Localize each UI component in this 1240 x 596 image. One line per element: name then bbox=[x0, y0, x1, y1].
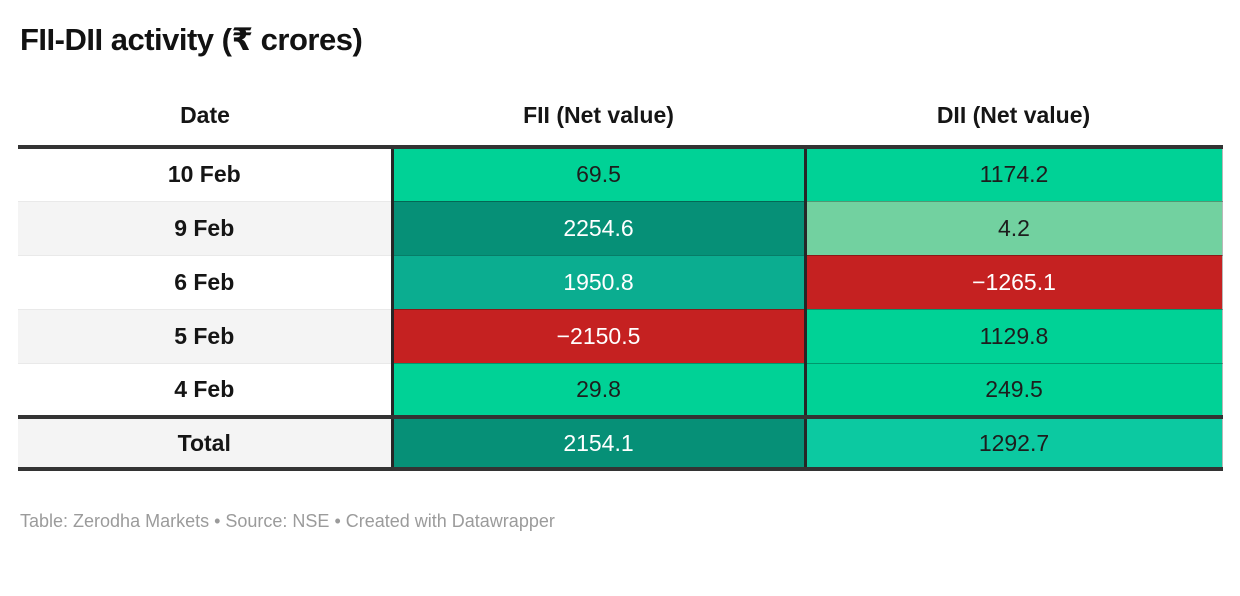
table-row: 5 Feb −2150.5 1129.8 bbox=[18, 309, 1223, 364]
total-label-cell: Total bbox=[18, 417, 392, 469]
table-row: 4 Feb 29.8 249.5 bbox=[18, 363, 1223, 418]
dii-value-cell: 1129.8 bbox=[803, 309, 1223, 364]
date-cell: 5 Feb bbox=[18, 309, 392, 364]
fii-value-cell: −2150.5 bbox=[390, 309, 806, 364]
total-fii-value-cell: 2154.1 bbox=[390, 417, 806, 469]
total-dii-value-cell: 1292.7 bbox=[803, 417, 1223, 469]
table-row: 10 Feb 69.5 1174.2 bbox=[18, 147, 1223, 202]
dii-value-cell: 1174.2 bbox=[803, 147, 1223, 202]
fii-value-cell: 1950.8 bbox=[390, 255, 806, 310]
column-header-dii: DII (Net value) bbox=[805, 88, 1222, 147]
table-row: 9 Feb 2254.6 4.2 bbox=[18, 201, 1223, 256]
attribution-footer: Table: Zerodha Markets • Source: NSE • C… bbox=[20, 511, 555, 531]
table-row: 6 Feb 1950.8 −1265.1 bbox=[18, 255, 1223, 310]
fii-dii-table: Date FII (Net value) DII (Net value) 10 … bbox=[18, 88, 1223, 471]
dii-value-cell: −1265.1 bbox=[803, 255, 1223, 310]
fii-value-cell: 2254.6 bbox=[390, 201, 806, 256]
date-cell: 10 Feb bbox=[18, 147, 392, 202]
date-cell: 6 Feb bbox=[18, 255, 392, 310]
date-cell: 4 Feb bbox=[18, 363, 392, 418]
column-header-date: Date bbox=[18, 88, 392, 147]
column-header-fii: FII (Net value) bbox=[392, 88, 805, 147]
fii-value-cell: 69.5 bbox=[390, 147, 806, 202]
header-row: Date FII (Net value) DII (Net value) bbox=[18, 88, 1222, 147]
page-title: FII-DII activity (₹ crores) bbox=[20, 22, 363, 57]
page: FII-DII activity (₹ crores) Date FII (Ne… bbox=[18, 22, 1223, 531]
dii-value-cell: 4.2 bbox=[803, 201, 1223, 256]
total-row: Total 2154.1 1292.7 bbox=[18, 417, 1223, 469]
fii-value-cell: 29.8 bbox=[390, 363, 806, 418]
date-cell: 9 Feb bbox=[18, 201, 392, 256]
dii-value-cell: 249.5 bbox=[803, 363, 1223, 418]
